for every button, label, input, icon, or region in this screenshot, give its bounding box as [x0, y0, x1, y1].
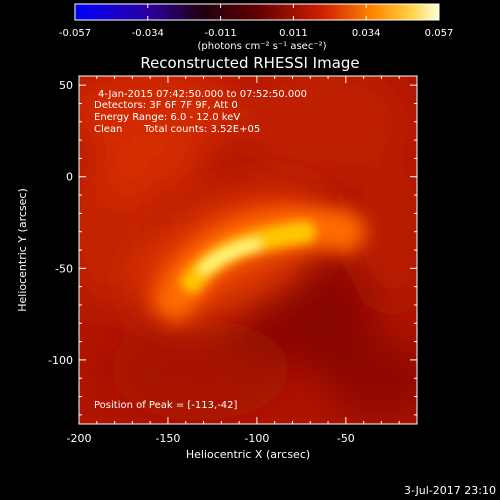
peak-position-text: Position of Peak = [-113,-42]: [94, 400, 238, 411]
colorbar-tick-label: 0.034: [352, 28, 381, 39]
colorbar-ticks: -0.057 -0.034 -0.011 0.011 0.034 0.057: [59, 4, 453, 39]
plot-title: Reconstructed RHESSI Image: [140, 54, 359, 72]
colorbar-tick-label: 0.057: [425, 28, 454, 39]
y-axis-ticks: 50 0 -50 -100: [48, 79, 417, 416]
y-tick-label: -100: [48, 354, 73, 367]
x-tick-label: -50: [337, 432, 355, 445]
colorbar-tick-label: 0.011: [279, 28, 308, 39]
colorbar-tick-label: -0.011: [204, 28, 236, 39]
energy-range-text: Energy Range: 6.0 - 12.0 keV: [94, 112, 240, 123]
clean-text: Clean: [94, 124, 122, 135]
image-area: [79, 76, 417, 424]
x-axis-label: Heliocentric X (arcsec): [186, 448, 310, 461]
y-tick-label: 50: [59, 79, 73, 92]
footer-date: 3-Jul-2017 23:10: [404, 484, 496, 497]
x-tick-label: -150: [155, 432, 180, 445]
info-text: 4-Jan-2015 07:42:50.000 to 07:52:50.000 …: [94, 89, 307, 411]
y-axis-label: Heliocentric Y (arcsec): [16, 188, 29, 312]
colorbar: -0.057 -0.034 -0.011 0.011 0.034 0.057 (photo…: [59, 3, 453, 52]
colorbar-gradient: [74, 3, 440, 21]
colorbar-tick-label: -0.034: [132, 28, 164, 39]
detectors-text: Detectors: 3F 6F 7F 9F, Att 0: [94, 100, 238, 111]
x-tick-label: -200: [67, 432, 92, 445]
x-tick-label: -100: [244, 432, 269, 445]
colorbar-units-label: (photons cm⁻² s⁻¹ asec⁻²): [197, 41, 326, 52]
y-tick-label: 0: [66, 171, 73, 184]
total-counts-text: Total counts: 3.52E+05: [143, 124, 260, 135]
loop-core: [181, 221, 316, 293]
time-range-text: 4-Jan-2015 07:42:50.000 to 07:52:50.000: [98, 89, 307, 100]
y-tick-label: -50: [55, 262, 73, 275]
colorbar-tick-label: -0.057: [59, 28, 91, 39]
x-axis-ticks: -200 -150 -100 -50: [67, 76, 418, 445]
